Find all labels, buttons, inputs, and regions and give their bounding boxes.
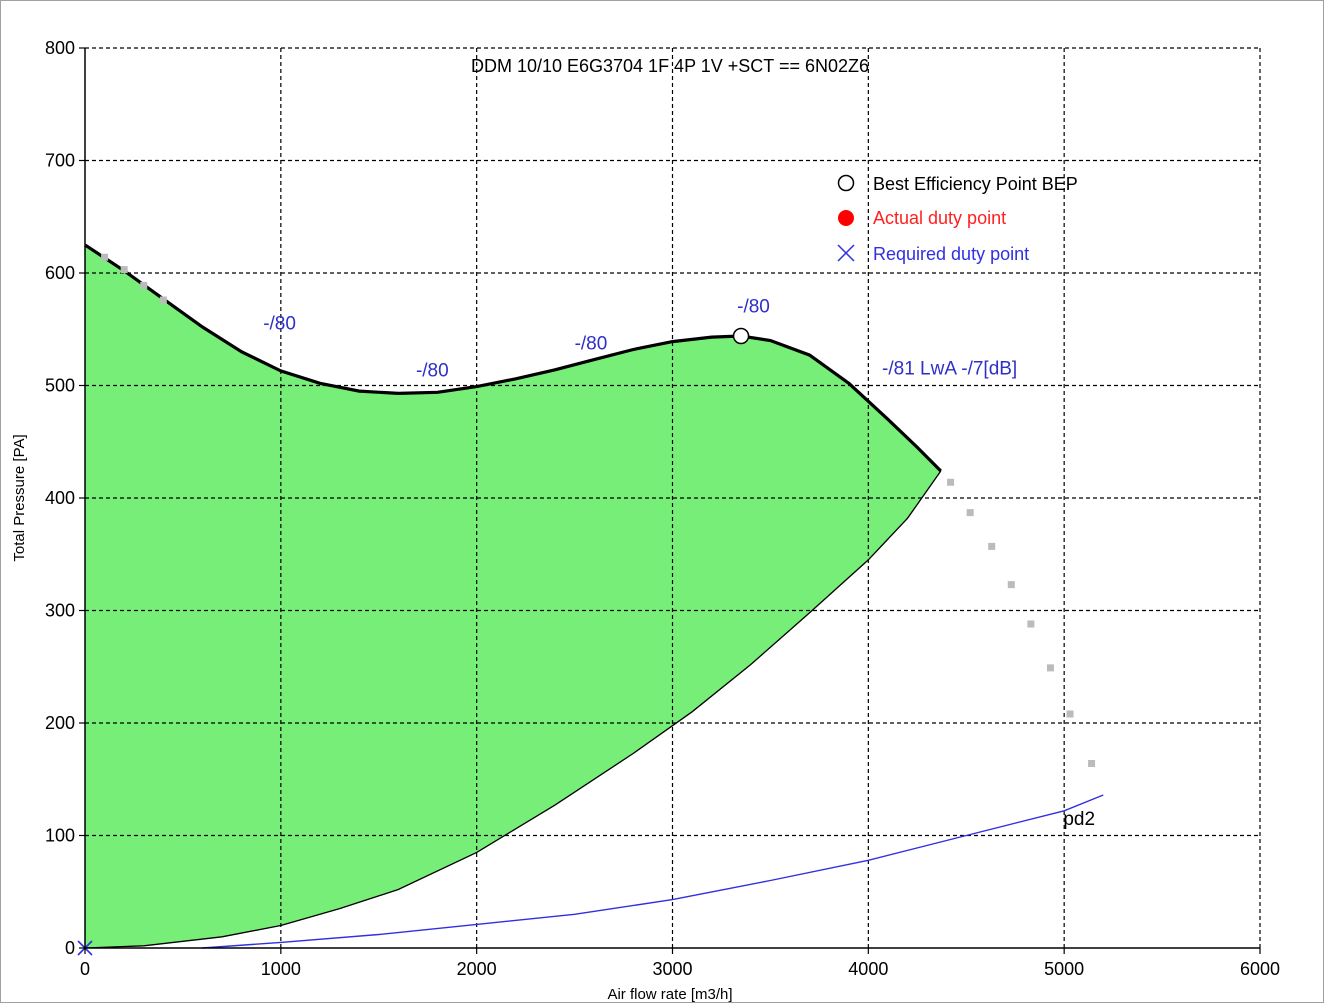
open-circle-icon — [837, 174, 855, 192]
y-axis-title: Total Pressure [PA] — [11, 434, 28, 561]
y-tick-label: 400 — [45, 488, 75, 508]
fan-curve-line — [84, 243, 942, 473]
curve-extension-dot — [966, 509, 974, 517]
curve-extension-dot — [1027, 620, 1035, 628]
legend-label: Actual duty point — [873, 208, 1006, 228]
legend: Best Efficiency Point BEP Actual duty po… — [837, 174, 1078, 264]
curve-extension-dot — [1088, 760, 1096, 767]
noise-annotation: -/80 — [575, 334, 608, 355]
curve-layer: pd2 — [77, 243, 1104, 956]
y-tick-label: 300 — [45, 601, 75, 621]
y-tick-label: 0 — [65, 938, 75, 958]
bep-marker — [732, 327, 750, 345]
x-tick-label: 5000 — [1044, 959, 1084, 979]
system-curve-line — [202, 794, 1104, 949]
cross-icon — [837, 244, 855, 262]
legend-label: Best Efficiency Point BEP — [873, 174, 1078, 194]
curve-extension-dot — [140, 281, 148, 289]
grid-layer — [85, 47, 1261, 948]
curve-extension-dot — [120, 266, 128, 274]
y-tick-label: 200 — [45, 713, 75, 733]
curve-extension-dot — [947, 478, 955, 486]
filled-circle-icon — [838, 210, 854, 226]
legend-item-required-duty-point: Required duty point — [837, 244, 1029, 264]
y-tick-label: 800 — [45, 38, 75, 58]
annotation-layer: -/80 -/80 -/80 -/80 -/81 LwA -/7[dB] — [263, 296, 1017, 381]
area-lower-boundary — [84, 470, 942, 949]
x-axis-title: Air flow rate [m3/h] — [607, 986, 732, 1003]
curve-extension-dot — [988, 542, 996, 550]
tick-label-layer: 0 1000 2000 3000 4000 5000 6000 0 100 200 300 400 50… — [45, 38, 1280, 979]
y-tick-label: 600 — [45, 263, 75, 283]
x-tick-label: 2000 — [457, 959, 497, 979]
noise-annotation: -/80 — [263, 313, 296, 334]
y-tick-label: 700 — [45, 151, 75, 171]
x-tick-label: 1000 — [261, 959, 301, 979]
noise-annotation: -/80 — [737, 296, 770, 317]
noise-annotation: -/81 LwA -/7[dB] — [882, 358, 1017, 379]
noise-annotation: -/80 — [416, 361, 449, 382]
operating-area — [85, 244, 941, 948]
curve-extension-dot — [101, 253, 109, 261]
x-tick-label: 0 — [80, 959, 90, 979]
curve-extension-dot — [159, 296, 167, 304]
curve-extension-dot — [1007, 581, 1015, 589]
operating-area-layer — [85, 244, 941, 948]
y-tick-label: 100 — [45, 826, 75, 846]
x-tick-label: 3000 — [652, 959, 692, 979]
chart-title: DDM 10/10 E6G3704 1F 4P 1V +SCT == 6N02Z… — [471, 56, 869, 76]
x-tick-label: 6000 — [1240, 959, 1280, 979]
curve-extension-dot — [1046, 664, 1054, 672]
legend-item-actual-duty-point: Actual duty point — [838, 208, 1006, 228]
y-tick-label: 500 — [45, 376, 75, 396]
system-curve-label: pd2 — [1063, 809, 1095, 830]
legend-label: Required duty point — [873, 244, 1029, 264]
legend-item-bep: Best Efficiency Point BEP — [837, 174, 1078, 194]
curve-extension-dot — [1066, 710, 1074, 718]
x-tick-label: 4000 — [848, 959, 888, 979]
axis-layer — [79, 47, 1261, 954]
